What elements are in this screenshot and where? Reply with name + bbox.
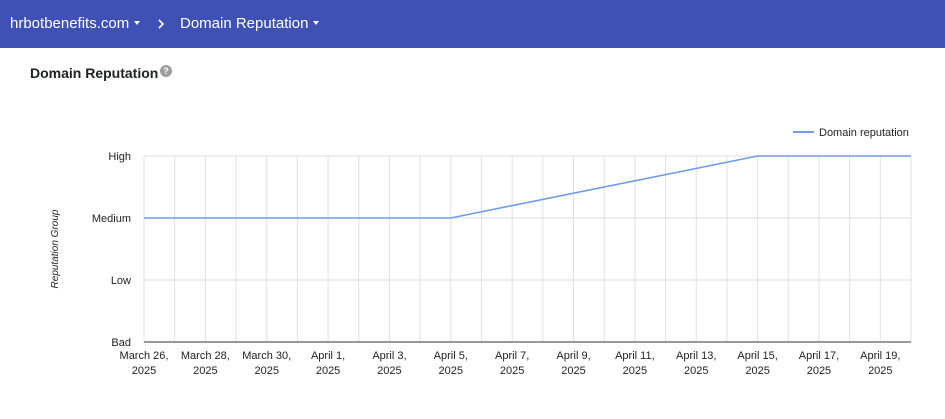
x-tick-label: April 3, 2025: [372, 350, 406, 377]
x-tick-label: April 5, 2025: [434, 350, 468, 377]
dropdown-caret-icon: [134, 21, 141, 26]
x-tick-label: April 9, 2025: [556, 350, 590, 377]
x-tick-label-line: 2025: [807, 365, 831, 377]
x-tick-label-line: April 5,: [434, 350, 468, 362]
page-title: Domain Reputation: [30, 65, 159, 81]
top-app-bar: hrbotbenefits.com Domain Reputation: [0, 0, 945, 48]
x-tick-label-line: 2025: [623, 365, 647, 377]
report-name: Domain Reputation: [180, 15, 309, 32]
x-tick-label: March 28, 2025: [181, 350, 230, 377]
y-tick-label: Low: [111, 275, 131, 287]
x-tick-label-line: April 17,: [799, 350, 839, 362]
x-tick-label-line: 2025: [377, 365, 401, 377]
x-tick-label-line: March 26,: [120, 350, 169, 362]
x-tick-label: April 19, 2025: [860, 350, 900, 377]
x-tick-label-line: 2025: [868, 365, 892, 377]
x-tick-label-line: April 11,: [615, 350, 655, 362]
x-tick-label-line: 2025: [193, 365, 217, 377]
x-tick-label-line: April 9,: [556, 350, 590, 362]
x-tick-label: April 13, 2025: [676, 350, 716, 377]
x-tick-label-line: April 1,: [311, 350, 345, 362]
x-tick-label-line: April 19,: [860, 350, 900, 362]
x-tick-label: April 1, 2025: [311, 350, 345, 377]
legend-label: Domain reputation: [819, 127, 909, 139]
x-tick-label: March 30, 2025: [242, 350, 291, 377]
x-tick-label: March 26, 2025: [120, 350, 169, 377]
property-selector[interactable]: hrbotbenefits.com: [10, 14, 141, 34]
y-tick-label: Medium: [92, 213, 131, 225]
x-tick-label-line: 2025: [316, 365, 340, 377]
report-selector[interactable]: Domain Reputation: [180, 14, 320, 34]
x-tick-label-line: 2025: [684, 365, 708, 377]
y-tick-label: Bad: [111, 337, 131, 349]
property-name: hrbotbenefits.com: [10, 15, 130, 32]
x-tick-label: April 15, 2025: [737, 350, 777, 377]
help-icon[interactable]: ?: [160, 65, 172, 77]
x-tick-label-line: April 13,: [676, 350, 716, 362]
y-axis-title: Reputation Group: [50, 209, 61, 288]
x-tick-label-line: March 30,: [242, 350, 291, 362]
x-tick-label: April 7, 2025: [495, 350, 529, 377]
x-tick-label-line: 2025: [561, 365, 585, 377]
x-tick-label: April 11, 2025: [615, 350, 655, 377]
x-tick-label-line: 2025: [132, 365, 156, 377]
x-tick-label: April 17, 2025: [799, 350, 839, 377]
chevron-right-icon: [158, 19, 165, 29]
x-tick-label-line: 2025: [500, 365, 524, 377]
x-tick-label-line: April 7,: [495, 350, 529, 362]
x-tick-label-line: 2025: [439, 365, 463, 377]
x-tick-label-line: 2025: [254, 365, 278, 377]
dropdown-caret-icon: [313, 21, 320, 26]
x-tick-label-line: March 28,: [181, 350, 230, 362]
y-tick-label: High: [108, 151, 131, 163]
x-tick-label-line: 2025: [745, 365, 769, 377]
x-tick-label-line: April 3,: [372, 350, 406, 362]
x-tick-label-line: April 15,: [737, 350, 777, 362]
series-line: [144, 155, 911, 219]
